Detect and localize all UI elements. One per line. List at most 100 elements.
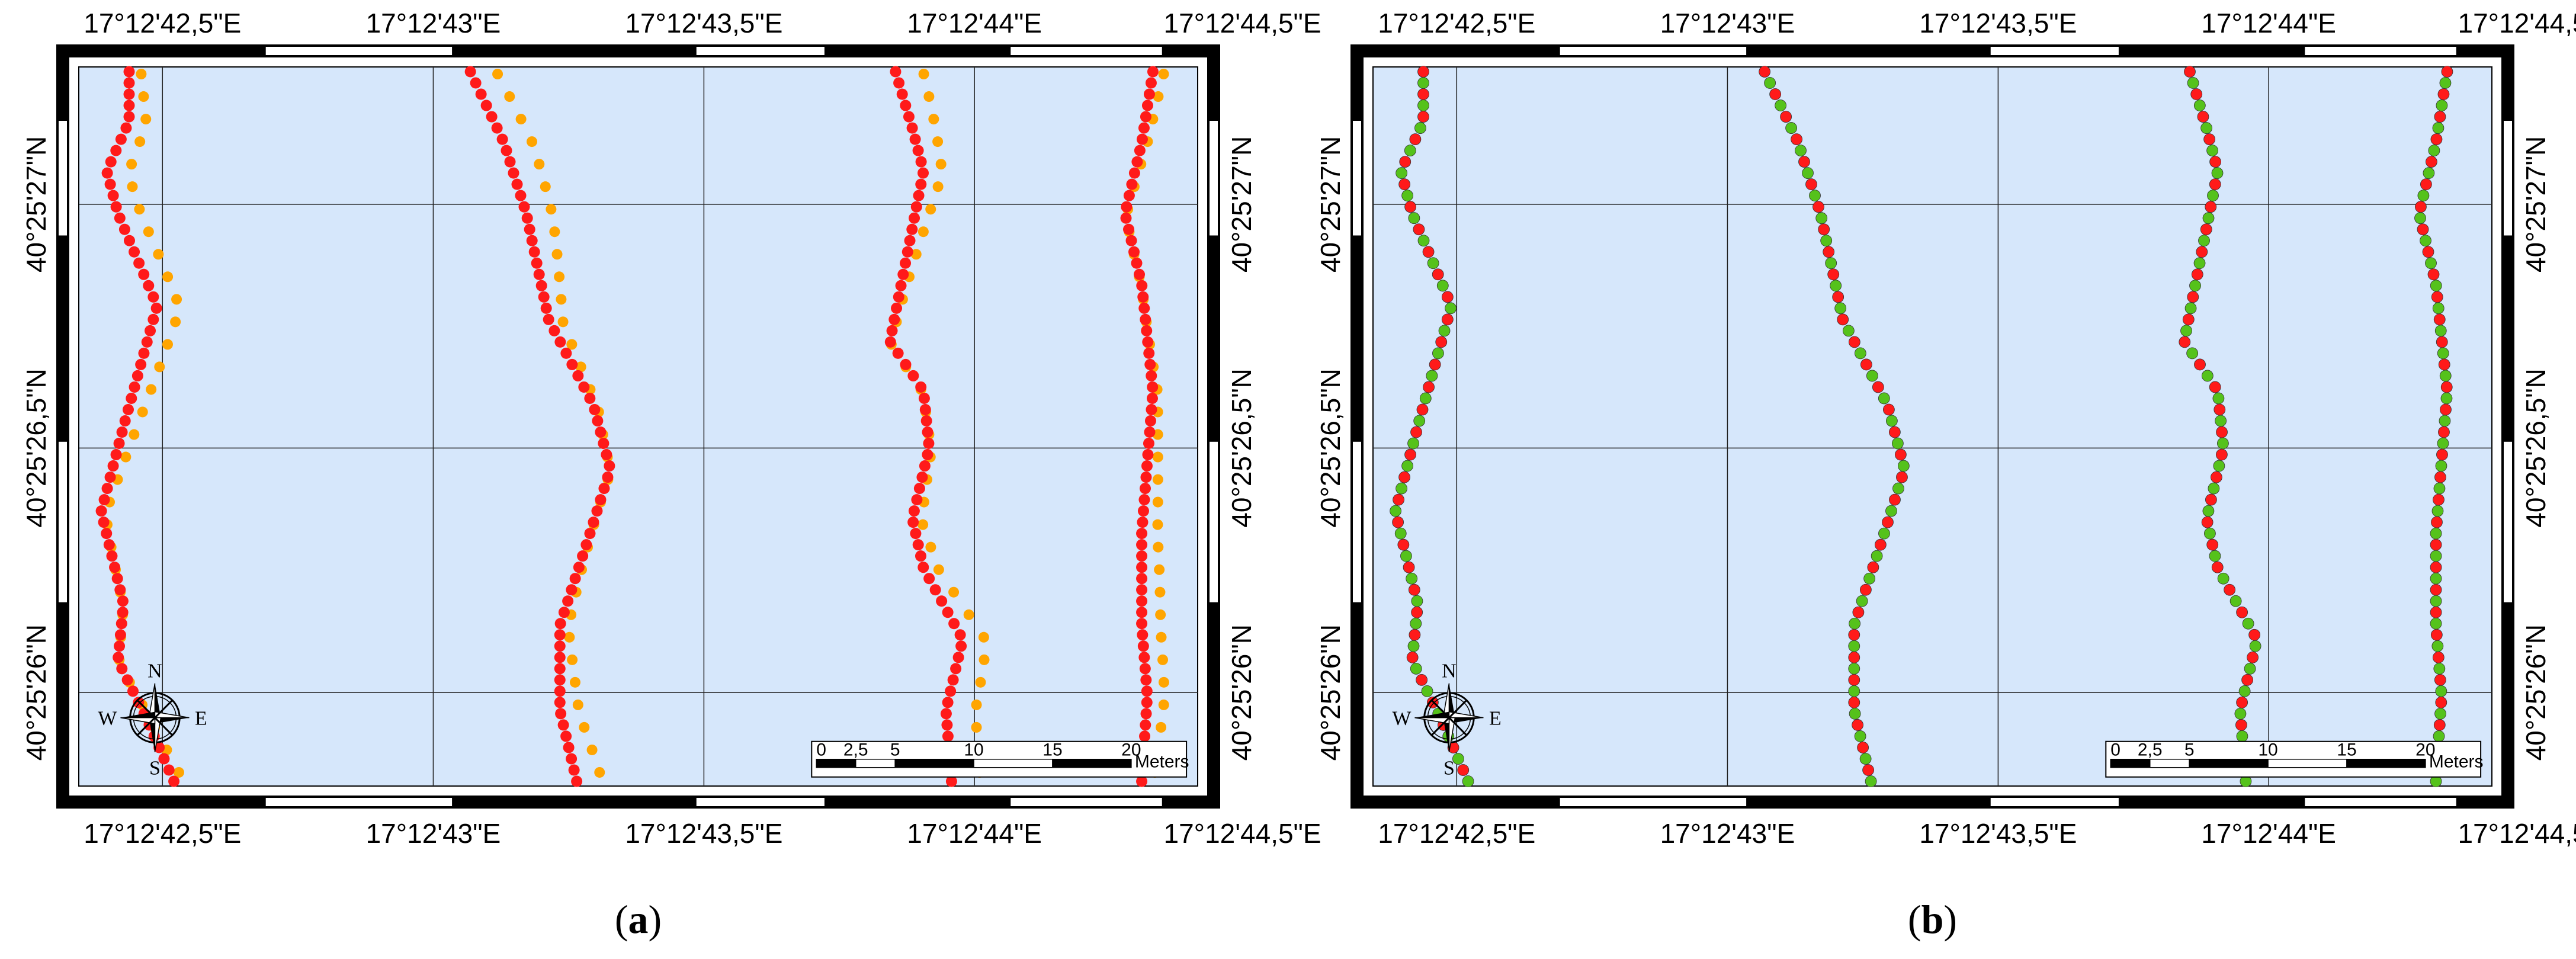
comparison-point xyxy=(1452,753,1464,765)
reference-point xyxy=(98,494,110,506)
water-area xyxy=(1372,66,2492,787)
reference-point xyxy=(1416,673,1428,686)
reference-point xyxy=(1896,471,1908,483)
comparison-point xyxy=(1849,708,1861,720)
reference-point xyxy=(1404,448,1416,461)
reference-point xyxy=(2422,246,2434,258)
reference-point xyxy=(150,302,162,314)
longitude-label-top: 17°12'43,5"E xyxy=(1919,8,2077,39)
frame-segment xyxy=(1353,121,1361,236)
reference-point xyxy=(117,607,129,618)
reference-point xyxy=(1136,133,1148,145)
comparison-point xyxy=(567,654,578,665)
latitude-label-left: 40°25'26"N xyxy=(1315,624,1346,761)
reference-point xyxy=(1128,167,1140,179)
reference-point xyxy=(120,122,132,134)
reference-point xyxy=(101,167,113,179)
reference-point xyxy=(138,347,150,359)
comparison-point xyxy=(579,721,590,733)
compass-south-label: S xyxy=(149,758,161,780)
scale-tick-label: 2,5 xyxy=(2138,740,2163,760)
reference-point xyxy=(942,697,954,708)
reference-point xyxy=(110,145,122,156)
comparison-point xyxy=(2440,392,2453,405)
frame-segment xyxy=(1210,121,1218,236)
reference-point xyxy=(1138,302,1150,314)
reference-point xyxy=(916,472,928,483)
comparison-point xyxy=(549,226,560,238)
reference-point xyxy=(1143,438,1154,450)
reference-point xyxy=(2241,673,2254,686)
scale-tick-label: 5 xyxy=(2184,740,2195,760)
reference-point xyxy=(1128,246,1140,258)
reference-point xyxy=(2436,448,2448,461)
reference-point xyxy=(1131,257,1143,269)
comparison-point xyxy=(2217,437,2229,450)
reference-point xyxy=(145,325,156,336)
comparison-point xyxy=(2238,685,2251,697)
reference-point xyxy=(95,505,107,517)
comparison-point xyxy=(1410,617,1422,630)
frame-corner xyxy=(1350,796,1364,809)
reference-point xyxy=(602,472,614,483)
comparison-point xyxy=(2430,572,2442,585)
comparison-point xyxy=(1830,280,1842,292)
frame-segment xyxy=(696,798,825,806)
comparison-point xyxy=(1426,370,1438,382)
frame-segment xyxy=(1210,441,1218,602)
reference-point xyxy=(129,246,140,258)
reference-point xyxy=(588,517,599,528)
reference-point xyxy=(1848,336,1860,348)
comparison-point xyxy=(2433,482,2446,495)
reference-point xyxy=(110,201,122,213)
latitude-label-right: 40°25'27"N xyxy=(1226,136,1257,272)
longitude-label-top: 17°12'44,5"E xyxy=(2458,8,2576,39)
comparison-point xyxy=(1417,77,1429,89)
comparison-point xyxy=(2202,505,2215,517)
reference-point xyxy=(911,494,923,506)
comparison-point xyxy=(2414,212,2426,224)
reference-point xyxy=(123,77,135,89)
reference-point xyxy=(1805,178,1817,191)
reference-point xyxy=(950,663,962,675)
reference-point xyxy=(1137,291,1149,303)
reference-point xyxy=(900,257,912,269)
reference-point xyxy=(106,550,118,562)
reference-point xyxy=(2433,719,2446,731)
comparison-point xyxy=(2209,550,2221,562)
reference-point xyxy=(535,280,547,291)
reference-point xyxy=(906,122,918,134)
frame-segment xyxy=(265,47,453,55)
reference-point xyxy=(105,156,117,168)
reference-point xyxy=(1131,156,1143,168)
comparison-point xyxy=(2430,550,2442,562)
reference-point xyxy=(2203,133,2216,145)
reference-point xyxy=(2236,696,2248,708)
reference-point xyxy=(168,775,180,787)
comparison-point xyxy=(1152,519,1163,530)
reference-point xyxy=(554,640,566,652)
comparison-point xyxy=(1156,631,1167,643)
reference-point xyxy=(598,438,609,450)
comparison-point xyxy=(2430,527,2442,540)
reference-point xyxy=(900,100,912,111)
reference-point xyxy=(1393,493,1404,506)
reference-point xyxy=(895,280,907,291)
reference-point xyxy=(114,629,126,641)
reference-point xyxy=(907,370,919,381)
reference-point xyxy=(942,607,954,618)
reference-point xyxy=(1141,685,1153,697)
comparison-point xyxy=(540,181,551,193)
comparison-point xyxy=(2184,302,2197,315)
reference-point xyxy=(909,133,921,145)
reference-point xyxy=(1399,156,1411,168)
reference-point xyxy=(2441,66,2453,78)
reference-point xyxy=(1140,472,1152,483)
reference-point xyxy=(496,133,508,145)
reference-point xyxy=(941,719,953,731)
reference-point xyxy=(945,685,957,697)
comparison-point xyxy=(1158,699,1169,710)
comparison-point xyxy=(948,586,960,598)
